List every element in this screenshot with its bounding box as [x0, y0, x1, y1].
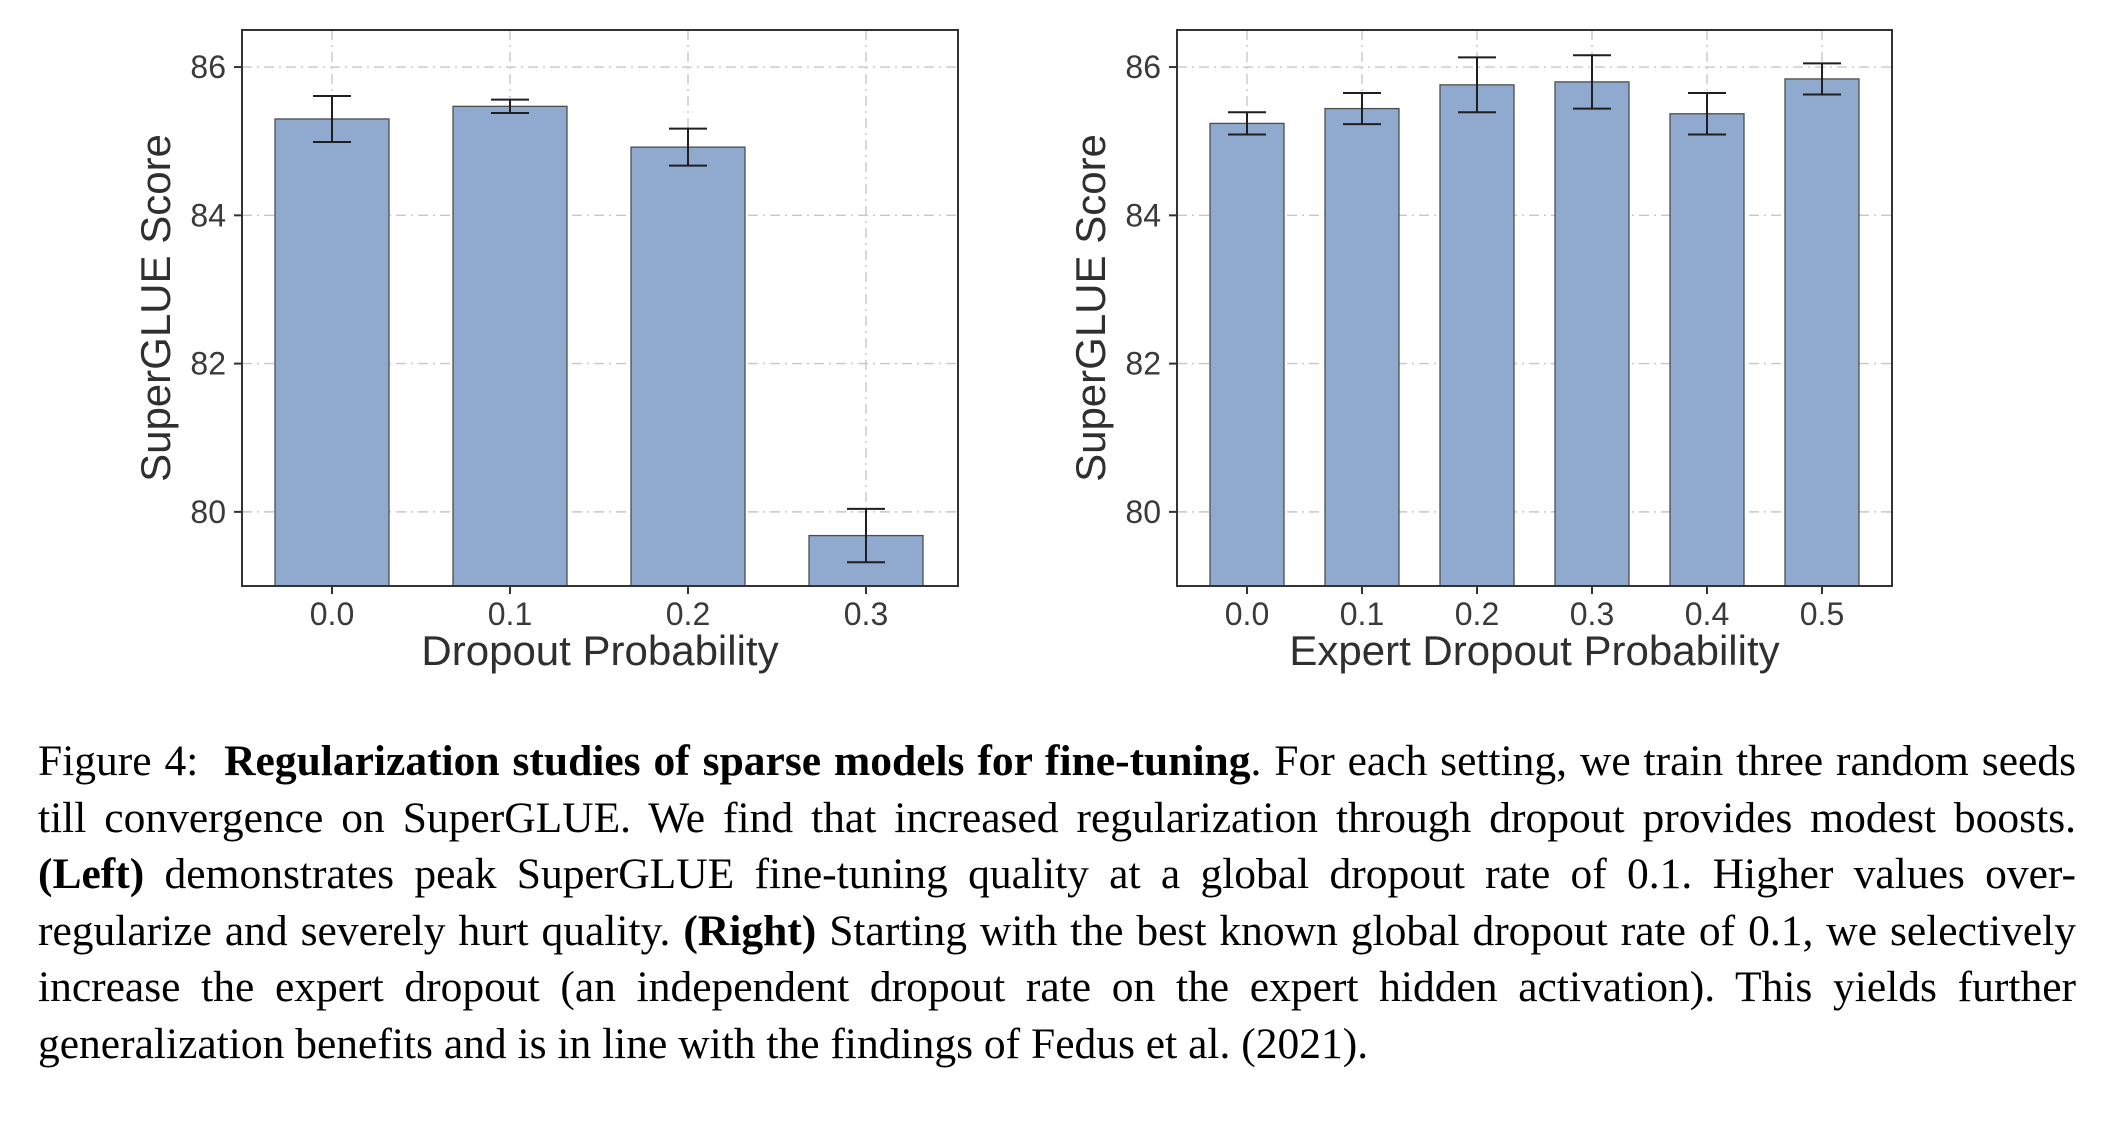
right-bar-0.4 [1669, 113, 1745, 587]
right-ytick-label: 82 [1125, 346, 1161, 382]
caption-text-1: . For each setting, we train three rando… [38, 737, 2076, 842]
left-ytick-label: 82 [190, 346, 226, 382]
caption-figure-label: Figure 4: [38, 737, 199, 785]
right-bar-0.3 [1554, 81, 1630, 587]
left-plot-frame [241, 29, 959, 587]
left-ytick-label: 86 [190, 49, 226, 85]
left-xtick-label: 0.1 [488, 596, 532, 632]
right-bar-0.2 [1439, 84, 1515, 587]
caption-text-2: demonstrates peak SuperGLUE fine-tuning … [38, 850, 2076, 955]
figure-caption: Figure 4: Regularization studies of spar… [38, 733, 2076, 1072]
right-xtick-label: 0.5 [1800, 596, 1844, 632]
caption-right-label: (Right) [683, 906, 817, 955]
left-bar-0.1 [452, 105, 568, 587]
right-xtick-label: 0.2 [1455, 596, 1499, 632]
left-y-axis-label: SuperGLUE Score [132, 134, 179, 482]
left-bar-0.2 [630, 146, 746, 587]
right-xtick-label: 0.3 [1570, 596, 1614, 632]
right-xtick-label: 0.4 [1685, 596, 1729, 632]
right-bar-0.1 [1324, 107, 1400, 587]
left-xtick-label: 0.3 [844, 596, 888, 632]
right-xtick-label: 0.0 [1225, 596, 1269, 632]
right-bar-0.0 [1209, 122, 1285, 587]
chart-left-dropout: 80 82 84 86 0.0 0.1 0.2 0.3 Dropout Probability S… [132, 29, 959, 674]
left-ytick-label: 80 [190, 494, 226, 530]
caption-left-label: (Left) [38, 850, 145, 898]
chart-right-expert-dropout: 80 82 84 86 0.0 0.1 0.2 0.3 0.4 0.5 Expert Dropout… [1067, 29, 1893, 674]
left-ytick-label: 84 [190, 197, 226, 233]
left-xtick-label: 0.2 [666, 596, 710, 632]
right-bar-0.5 [1784, 78, 1860, 587]
figure-area: 80 82 84 86 0.0 0.1 0.2 0.3 Dropout Probability S… [132, 29, 1893, 674]
right-xtick-label: 0.1 [1340, 596, 1384, 632]
right-ytick-label: 84 [1125, 197, 1161, 233]
right-x-axis-label: Expert Dropout Probability [1289, 627, 1779, 674]
caption-text-3: Starting with the best known global drop… [38, 906, 2076, 1068]
figure-svg: 80 82 84 86 0.0 0.1 0.2 0.3 Dropout Probability S… [132, 29, 1893, 674]
left-x-axis-label: Dropout Probability [421, 627, 778, 674]
left-bar-0.0 [274, 118, 390, 587]
left-xtick-label: 0.0 [310, 596, 354, 632]
caption-title: Regularization studies of sparse models … [224, 737, 1251, 785]
right-y-axis-label: SuperGLUE Score [1067, 134, 1114, 482]
right-ytick-label: 80 [1125, 494, 1161, 530]
right-ytick-label: 86 [1125, 49, 1161, 85]
right-plot-frame [1176, 29, 1893, 587]
